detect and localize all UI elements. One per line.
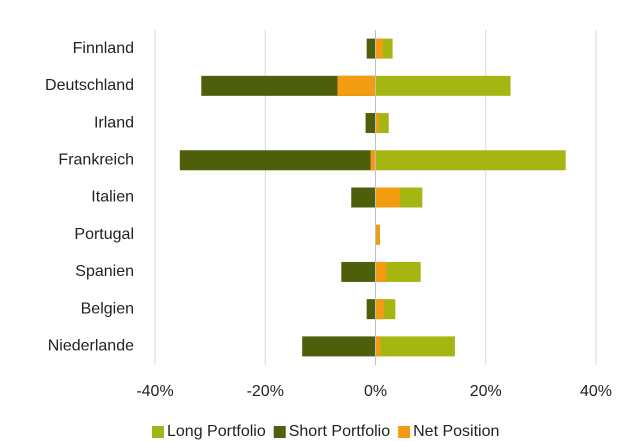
bar xyxy=(201,75,376,96)
bar xyxy=(375,336,381,357)
bar xyxy=(375,261,421,282)
bar xyxy=(337,75,376,96)
legend-label: Long Portfolio xyxy=(167,423,266,440)
bar xyxy=(351,187,376,208)
y-tick-label: Finnland xyxy=(73,40,134,57)
legend-swatch xyxy=(398,426,411,438)
bar xyxy=(365,113,376,134)
y-tick-label: Deutschland xyxy=(45,77,134,94)
y-tick-label: Portugal xyxy=(74,226,134,243)
bar xyxy=(375,187,400,208)
bar xyxy=(375,75,511,96)
y-tick-label: Niederlande xyxy=(48,338,134,355)
x-tick-label: -20% xyxy=(247,383,284,400)
x-tick-label: -40% xyxy=(136,383,173,400)
bar xyxy=(341,261,376,282)
legend-label: Short Portfolio xyxy=(289,423,390,440)
x-tick-label: 0% xyxy=(364,383,387,400)
bar xyxy=(302,336,376,357)
bar xyxy=(375,150,566,171)
legend-swatch xyxy=(152,426,164,438)
bar xyxy=(375,224,380,245)
legend-swatch xyxy=(273,426,286,438)
y-tick-label: Frankreich xyxy=(58,151,134,168)
bar xyxy=(366,299,376,320)
bar xyxy=(375,113,379,134)
bar xyxy=(375,299,384,320)
bar xyxy=(366,38,376,59)
bar xyxy=(375,38,383,59)
bar xyxy=(375,261,387,282)
bar xyxy=(375,336,455,357)
y-tick-label: Spanien xyxy=(75,263,134,280)
bar xyxy=(370,150,376,171)
legend-label: Net Position xyxy=(413,423,499,440)
y-tick-label: Belgien xyxy=(81,300,134,317)
y-tick-label: Italien xyxy=(91,189,134,206)
x-tick-label: 40% xyxy=(580,383,612,400)
x-tick-label: 20% xyxy=(470,383,502,400)
y-tick-label: Irland xyxy=(94,114,134,131)
bar xyxy=(179,150,376,171)
